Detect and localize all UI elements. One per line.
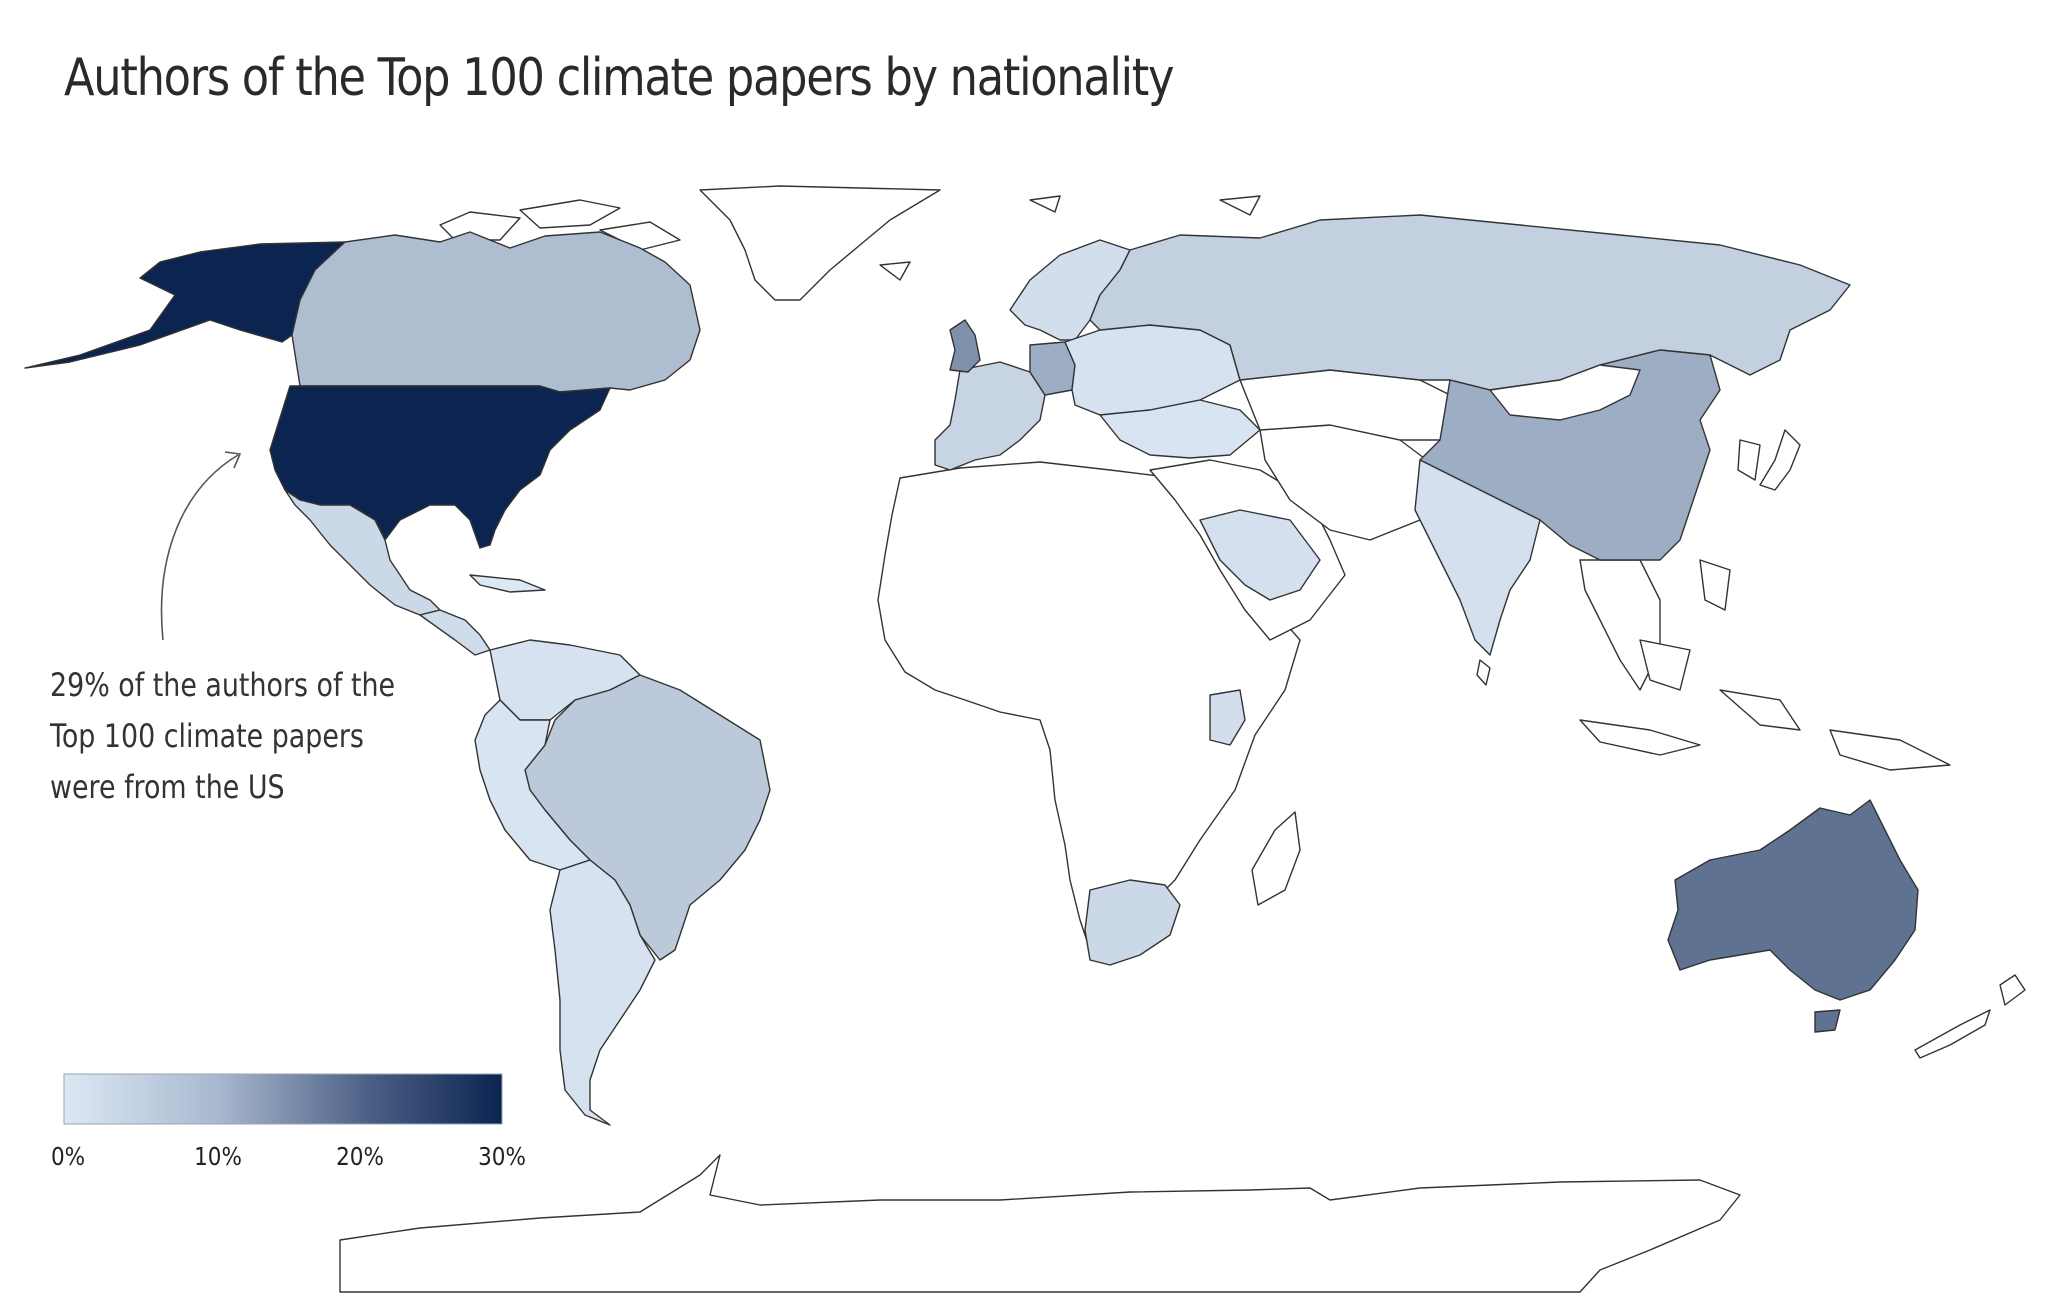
antarctica [339, 1154, 1741, 1293]
region-eastern-europe [1064, 324, 1241, 416]
region-mexico [284, 489, 441, 616]
region-kenya [1209, 689, 1246, 746]
region-central-america [419, 609, 491, 656]
legend-tick-10: 10% [194, 1142, 242, 1171]
region-mongolia [1489, 364, 1641, 421]
legend-color-bar [63, 1073, 503, 1125]
region-tasmania [1814, 1009, 1841, 1033]
region-canada [291, 231, 701, 393]
base-land [339, 185, 2026, 1293]
region-south-africa [1084, 879, 1181, 966]
us-annotation: 29% of the authors of the Top 100 climat… [50, 660, 395, 813]
annotation-line-1: 29% of the authors of the [50, 666, 396, 704]
region-saudi-arabia [1199, 509, 1321, 601]
region-turkey [1099, 399, 1261, 459]
legend-tick-30: 30% [478, 1142, 526, 1171]
region-india [1414, 459, 1541, 656]
page-title: Authors of the Top 100 climate papers by… [64, 48, 1174, 108]
region-uk [949, 319, 981, 373]
choropleth-regions [24, 214, 1919, 1126]
region-southern-south-america [549, 859, 656, 1126]
region-australia [1667, 799, 1919, 1001]
annotation-line-2: Top 100 climate papers [50, 717, 364, 755]
legend-tick-0: 0% [50, 1142, 86, 1171]
new-zealand [1999, 974, 2026, 1006]
region-caribbean [469, 574, 546, 593]
region-western-europe [934, 361, 1046, 471]
annotation-line-3: were from the US [50, 768, 285, 806]
legend-tick-20: 20% [336, 1142, 384, 1171]
annotation-arrow [160, 454, 239, 641]
greenland [699, 185, 941, 301]
arrow-head [224, 451, 242, 469]
